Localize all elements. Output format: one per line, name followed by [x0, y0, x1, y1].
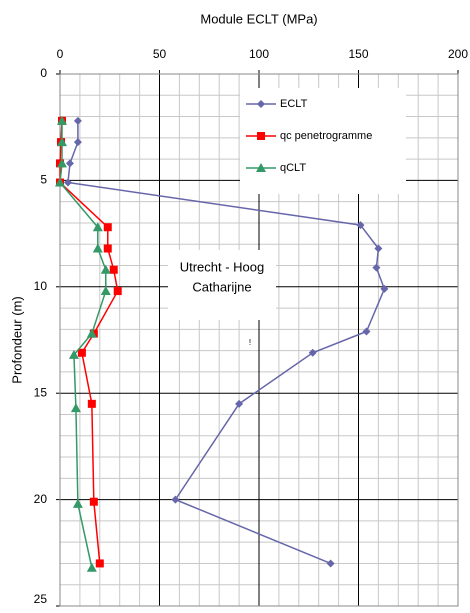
marker [77, 348, 86, 357]
annotation-box [168, 250, 276, 320]
marker [100, 286, 111, 296]
x-tick-label: 50 [153, 47, 167, 61]
y-tick-label: 20 [34, 492, 48, 506]
annotation: Catharijne [192, 279, 251, 294]
y-tick-label: 15 [34, 385, 48, 399]
marker [92, 243, 103, 253]
marker [308, 348, 317, 357]
marker [65, 159, 74, 168]
marker [100, 264, 111, 274]
marker [86, 328, 97, 338]
y-tick-label: 5 [40, 173, 47, 187]
legend-label: qCLT [280, 162, 306, 174]
marker [109, 265, 118, 274]
marker [72, 498, 83, 508]
marker [171, 495, 180, 504]
marker [92, 222, 103, 232]
annotation: ! [249, 338, 251, 347]
series-line [59, 120, 107, 568]
marker [235, 399, 244, 408]
marker [95, 559, 104, 568]
x-tick-label: 0 [57, 47, 64, 61]
marker [55, 177, 65, 187]
marker [374, 244, 383, 253]
legend-label: qc penetrogramme [280, 130, 372, 142]
marker [87, 399, 96, 408]
series-line [59, 120, 119, 564]
marker [56, 115, 67, 125]
marker [326, 559, 335, 568]
marker [380, 284, 389, 293]
marker [73, 116, 82, 125]
plot-frame [59, 73, 459, 607]
y-tick-label: 10 [34, 279, 48, 293]
x-axis-title: Module ECLT (MPa) [200, 11, 317, 26]
marker [86, 562, 97, 572]
x-tick-label: 100 [249, 47, 269, 61]
marker [73, 138, 82, 147]
marker [356, 221, 365, 230]
marker [56, 158, 67, 168]
y-tick-label: 25 [34, 592, 48, 606]
legend-box [240, 88, 406, 194]
x-tick-label: 200 [448, 47, 468, 61]
marker [257, 100, 265, 108]
marker [362, 327, 371, 336]
marker [372, 263, 381, 272]
marker [103, 244, 112, 253]
marker [70, 403, 81, 413]
marker [103, 223, 112, 232]
y-tick-label: 0 [40, 66, 47, 80]
annotation: Utrecht - Hoog [180, 259, 265, 274]
marker [68, 349, 79, 359]
marker [63, 178, 72, 187]
marker [256, 163, 266, 172]
legend-label: ECLT [280, 98, 308, 110]
y-axis-title: Profondeur (m) [9, 296, 24, 383]
marker [113, 287, 122, 296]
x-tick-label: 150 [348, 47, 368, 61]
marker [56, 137, 67, 147]
marker [257, 132, 265, 140]
marker [89, 497, 98, 506]
